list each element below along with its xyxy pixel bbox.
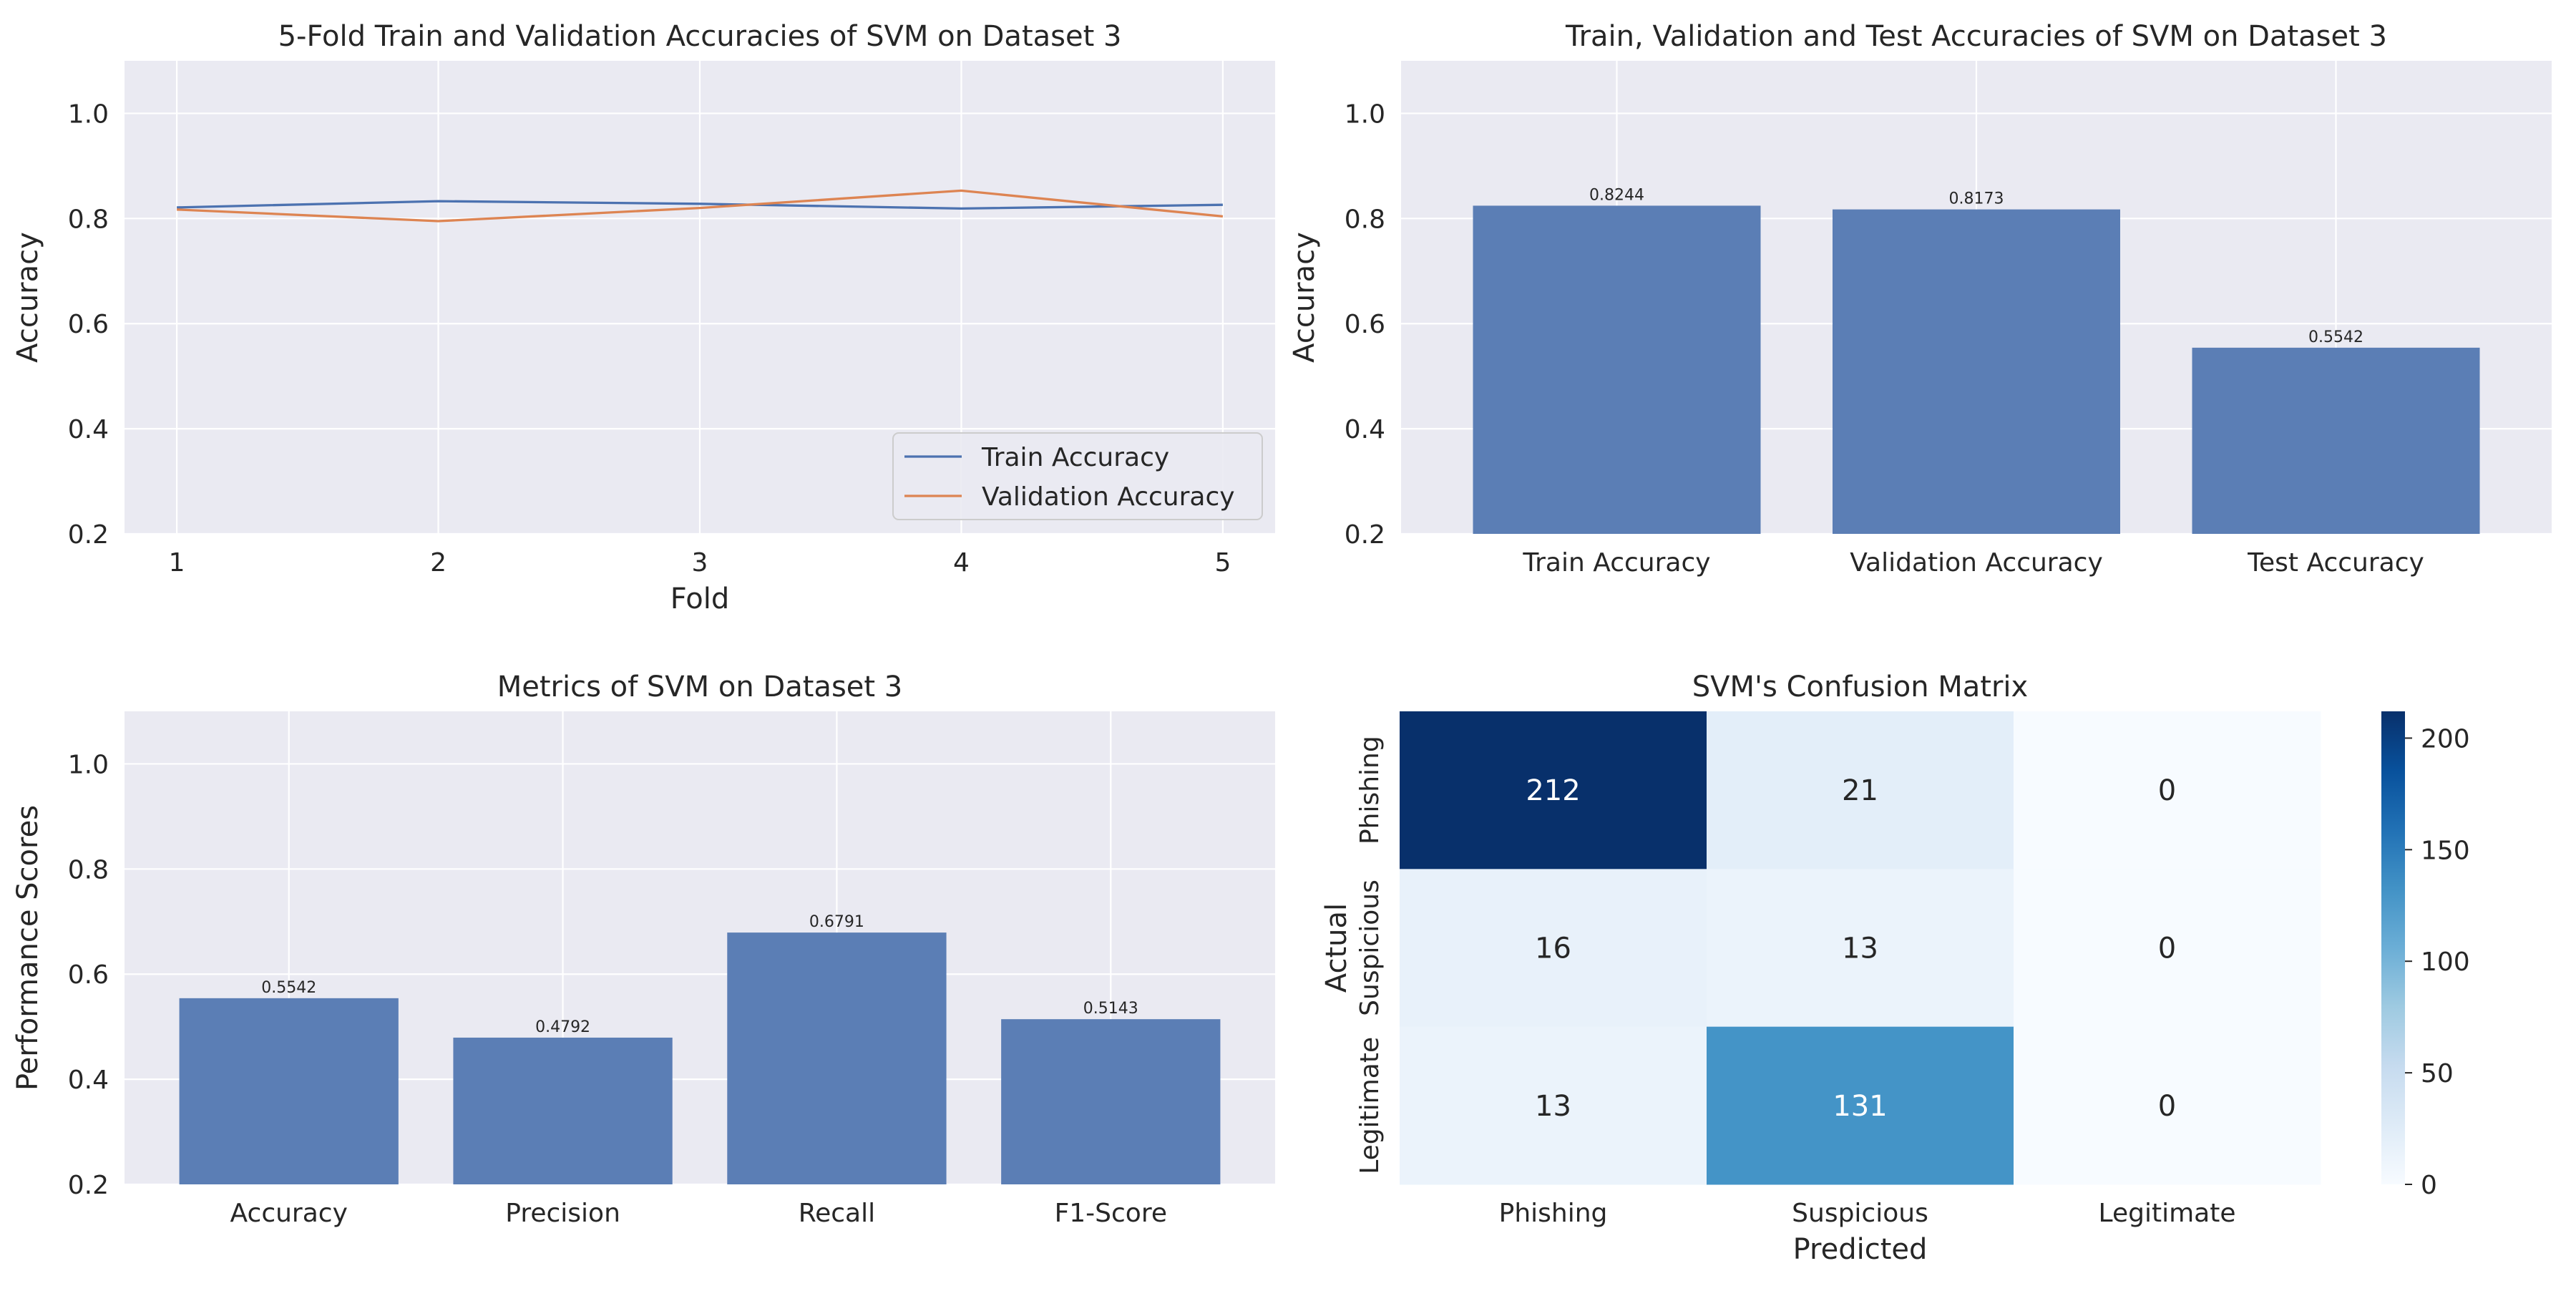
legend-label: Validation Accuracy [982, 482, 1235, 512]
cell-value-label: 212 [1526, 774, 1580, 807]
x-axis-label: Fold [670, 583, 730, 615]
chart-title: SVM's Confusion Matrix [1692, 671, 2028, 703]
y-tick-label: Suspicious [1355, 880, 1385, 1016]
legend-box [892, 432, 1263, 520]
x-axis-label: Predicted [1793, 1233, 1928, 1266]
y-axis-label: Performance Scores [11, 805, 44, 1091]
colorbar-tick-label: 50 [2421, 1059, 2454, 1088]
cell-value-label: 0 [2158, 1090, 2176, 1123]
cell-value-label: 131 [1833, 1090, 1887, 1123]
cell-value-label: 21 [1842, 774, 1878, 807]
bar-value-label: 0.5542 [261, 979, 316, 997]
colorbar-tick-label: 150 [2421, 836, 2470, 865]
panel-metrics-bar-chart: 0.2 0.4 0.6 0.8 1.0 0.5542 Accuracy 0.4792 Preci… [11, 671, 1275, 1228]
series-line-train-accuracy [177, 200, 1223, 210]
y-tick-label: 0.6 [68, 310, 109, 339]
panel-fold-accuracy-line-chart: 0.2 0.4 0.6 0.8 1.0 1 2 3 4 5 5-Fold Train and Val… [11, 20, 1275, 615]
x-tick-label: Recall [799, 1199, 875, 1228]
series-line-validation-accuracy [177, 189, 1224, 223]
y-tick-label: 0.2 [1345, 520, 1385, 550]
bar-value-label: 0.5143 [1083, 1000, 1138, 1018]
bar [727, 932, 947, 1184]
panel-accuracy-bar-chart: 0.2 0.4 0.6 0.8 1.0 0.8244 Train Accuracy 0.817… [1288, 20, 2552, 578]
cell-value-label: 13 [1842, 932, 1878, 965]
y-tick-label: 0.8 [1345, 205, 1385, 234]
bar-value-label: 0.6791 [809, 913, 864, 931]
bar [2192, 347, 2480, 534]
bar [1001, 1019, 1221, 1184]
colorbar [2381, 711, 2405, 1184]
y-tick-label: 0.2 [68, 520, 109, 550]
y-tick-label: 0.4 [68, 415, 109, 444]
x-tick-label: 5 [1214, 548, 1231, 578]
y-tick-label: 0.2 [68, 1171, 109, 1200]
bar-value-label: 0.8244 [1589, 186, 1644, 204]
heatmap-cell [2014, 711, 2321, 869]
heatmap-cell [1707, 869, 2014, 1028]
heatmap-cell [1707, 711, 2014, 869]
x-tick-label: 1 [169, 548, 185, 578]
y-tick-label: 1.0 [1345, 99, 1385, 129]
y-tick-label: 0.6 [68, 960, 109, 990]
x-tick-label: 3 [692, 548, 708, 578]
y-tick-label: 0.8 [68, 855, 109, 885]
y-tick-label: 1.0 [68, 99, 109, 129]
y-tick-label: 0.6 [1345, 310, 1385, 339]
y-axis-label: Accuracy [11, 232, 44, 363]
y-tick-label: 0.8 [68, 205, 109, 234]
cell-value-label: 0 [2158, 774, 2176, 807]
x-tick-label: Accuracy [230, 1199, 348, 1228]
bar-value-label: 0.8173 [1949, 190, 2004, 208]
chart-title: Train, Validation and Test Accuracies of… [1565, 20, 2387, 53]
y-tick-label: 1.0 [68, 750, 109, 779]
y-axis-label: Actual [1320, 903, 1353, 993]
x-tick-label: Legitimate [2099, 1199, 2236, 1228]
y-tick-label: Legitimate [1355, 1037, 1385, 1174]
x-tick-label: Suspicious [1792, 1199, 1928, 1228]
heatmap-cell [1707, 1026, 2014, 1185]
heatmap-cell [1400, 869, 1707, 1028]
colorbar-tick-label: 200 [2421, 724, 2470, 754]
legend-label: Train Accuracy [981, 443, 1169, 472]
bar [1833, 209, 2120, 534]
legend: Train Accuracy Validation Accuracy [892, 432, 1263, 520]
y-tick-label: 0.4 [1345, 415, 1385, 444]
heatmap-cell [2014, 1026, 2321, 1185]
y-tick-label: 0.4 [68, 1066, 109, 1095]
x-tick-label: Validation Accuracy [1850, 548, 2103, 578]
bar-value-label: 0.4792 [535, 1018, 590, 1036]
x-tick-label: Train Accuracy [1522, 548, 1710, 578]
heatmap-cell [2014, 869, 2321, 1028]
panel-confusion-matrix: 212 21 0 16 13 0 13 131 0 Phishing Suspicious Legit… [1320, 671, 2470, 1266]
bar [453, 1037, 673, 1184]
x-tick-label: Test Accuracy [2247, 548, 2424, 578]
colorbar-tick-label: 0 [2421, 1171, 2437, 1200]
chart-title: Metrics of SVM on Dataset 3 [497, 671, 903, 703]
heatmap-cell [1400, 711, 1707, 869]
x-tick-label: F1-Score [1055, 1199, 1167, 1228]
y-tick-label: Phishing [1355, 736, 1385, 844]
bar [179, 998, 399, 1184]
chart-title: 5-Fold Train and Validation Accuracies o… [278, 20, 1122, 53]
cell-value-label: 13 [1535, 1090, 1571, 1123]
colorbar-tick-label: 100 [2421, 947, 2470, 977]
heatmap-cell [1400, 1026, 1707, 1185]
cell-value-label: 16 [1535, 932, 1571, 965]
x-tick-label: 2 [430, 548, 447, 578]
bar [1473, 205, 1761, 534]
y-axis-label: Accuracy [1288, 232, 1321, 363]
x-tick-label: Phishing [1499, 1199, 1608, 1228]
bar-value-label: 0.5542 [2308, 328, 2363, 346]
x-tick-label: 4 [953, 548, 970, 578]
x-tick-label: Precision [505, 1199, 620, 1228]
cell-value-label: 0 [2158, 932, 2176, 965]
